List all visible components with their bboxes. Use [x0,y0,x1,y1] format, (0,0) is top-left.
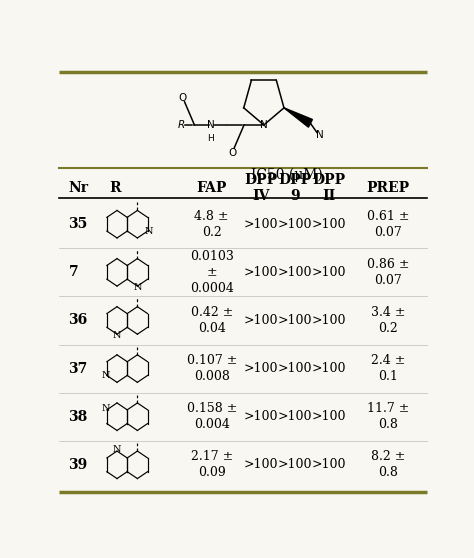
Text: >100: >100 [243,458,278,472]
Text: 36: 36 [68,314,88,328]
Text: >100: >100 [277,362,312,375]
Text: 3.4 ±
0.2: 3.4 ± 0.2 [371,306,405,335]
Text: >100: >100 [311,314,346,327]
Text: 0.86 ±
0.07: 0.86 ± 0.07 [367,258,409,287]
Text: 0.42 ±
0.04: 0.42 ± 0.04 [191,306,233,335]
Text: >100: >100 [243,266,278,279]
Text: 35: 35 [68,217,88,231]
Text: N: N [101,372,109,381]
Text: 0.0103
±
0.0004: 0.0103 ± 0.0004 [190,250,234,295]
Text: PREP: PREP [366,181,410,195]
Text: 4.8 ±
0.2: 4.8 ± 0.2 [194,210,229,239]
Text: 0.61 ±
0.07: 0.61 ± 0.07 [367,210,409,239]
Text: N: N [113,445,121,454]
Text: R: R [109,181,120,195]
Polygon shape [284,108,312,127]
Text: >100: >100 [311,218,346,230]
Text: R: R [178,120,185,130]
Text: 0.158 ±
0.004: 0.158 ± 0.004 [186,402,237,431]
Text: 2.17 ±
0.09: 2.17 ± 0.09 [191,450,233,479]
Text: N: N [317,130,324,140]
Text: N: N [101,405,109,413]
Text: >100: >100 [311,458,346,472]
Text: IC50 (μM): IC50 (μM) [251,168,323,182]
Text: N: N [145,227,153,236]
Text: FAP: FAP [197,181,227,195]
Text: N: N [207,120,215,130]
Text: >100: >100 [311,410,346,423]
Text: 11.7 ±
0.8: 11.7 ± 0.8 [367,402,409,431]
Text: H: H [208,134,214,143]
Text: DPP
II: DPP II [312,173,346,203]
Text: 38: 38 [68,410,88,424]
Text: >100: >100 [277,218,312,230]
Text: O: O [228,148,236,158]
Text: >100: >100 [277,458,312,472]
Text: >100: >100 [311,266,346,279]
Text: >100: >100 [277,266,312,279]
Text: DPP
IV: DPP IV [244,173,277,203]
Text: >100: >100 [277,314,312,327]
Text: >100: >100 [243,218,278,230]
Text: Nr: Nr [68,181,89,195]
Text: >100: >100 [311,362,346,375]
Text: >100: >100 [277,410,312,423]
Text: >100: >100 [243,410,278,423]
Text: N: N [113,331,121,340]
Text: 2.4 ±
0.1: 2.4 ± 0.1 [371,354,405,383]
Text: N: N [133,283,142,292]
Text: 0.107 ±
0.008: 0.107 ± 0.008 [186,354,237,383]
Text: 37: 37 [68,362,88,376]
Text: >100: >100 [243,362,278,375]
Text: DPP
9: DPP 9 [278,173,311,203]
Text: N: N [260,120,268,130]
Text: 7: 7 [68,266,78,280]
Text: >100: >100 [243,314,278,327]
Text: 8.2 ±
0.8: 8.2 ± 0.8 [371,450,405,479]
Text: O: O [178,93,187,103]
Text: 39: 39 [68,458,88,472]
